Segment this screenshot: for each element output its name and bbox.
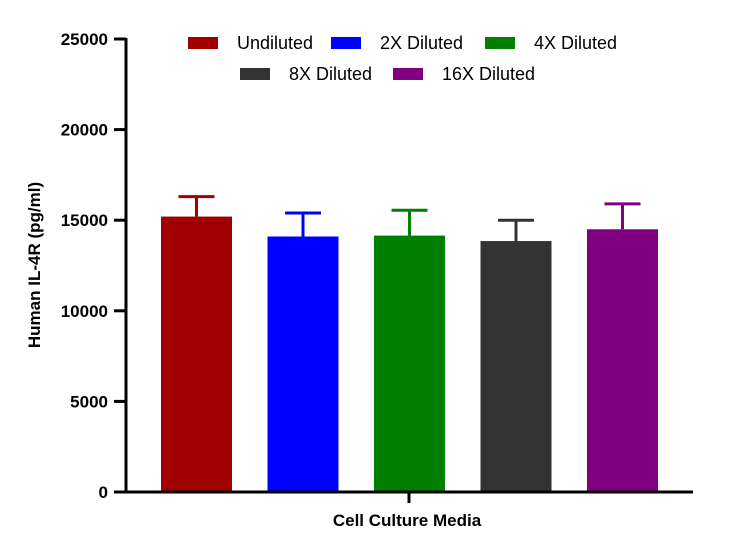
legend-label: 8X Diluted	[289, 64, 372, 84]
y-axis-title: Human IL-4R (pg/ml)	[25, 182, 44, 348]
y-ticks: 0 5000 10000 15000 20000 25000	[61, 30, 126, 502]
bar	[587, 229, 658, 492]
axes	[124, 38, 693, 503]
y-tick-label: 25000	[61, 30, 108, 49]
bars	[161, 216, 658, 493]
legend-swatch	[240, 68, 270, 80]
legend-swatch	[485, 37, 515, 49]
bar	[267, 236, 339, 492]
bar	[480, 241, 552, 492]
bar	[374, 235, 445, 493]
legend-swatch	[188, 37, 218, 49]
legend-label: 2X Diluted	[380, 33, 463, 53]
y-tick-label: 0	[99, 483, 108, 502]
legend-label: 4X Diluted	[534, 33, 617, 53]
y-tick-label: 10000	[61, 302, 108, 321]
y-tick-label: 5000	[70, 392, 108, 411]
legend-swatch	[393, 68, 423, 80]
legend-swatch	[331, 37, 361, 49]
error-bars	[178, 195, 641, 242]
legend-label: 16X Diluted	[442, 64, 535, 84]
y-tick-label: 20000	[61, 121, 108, 140]
bar	[161, 216, 232, 493]
legend: Undiluted 2X Diluted 4X Diluted 8X Diluted 1…	[188, 33, 617, 84]
legend-label: Undiluted	[237, 33, 313, 53]
x-axis-title: Cell Culture Media	[333, 511, 482, 530]
y-tick-label: 15000	[61, 211, 108, 230]
